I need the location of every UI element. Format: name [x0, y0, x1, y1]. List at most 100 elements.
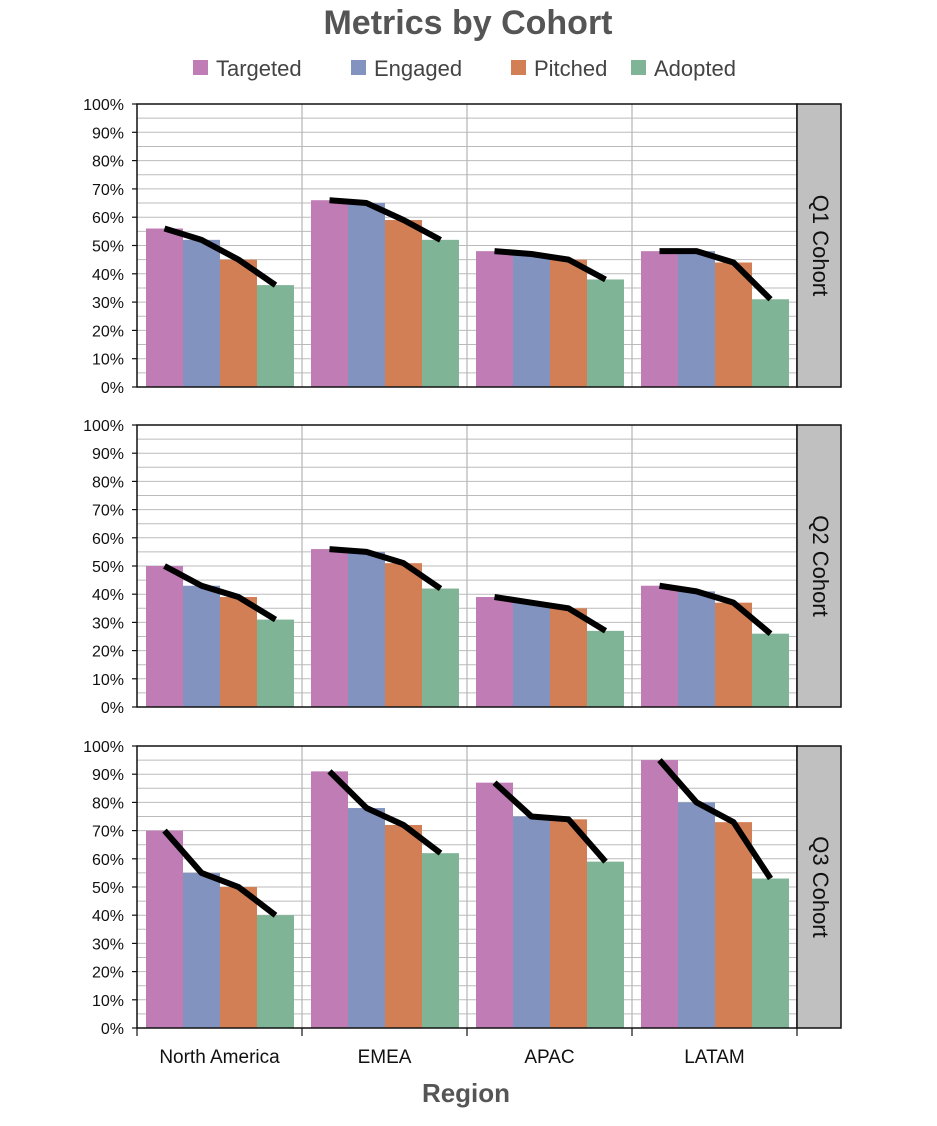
y-tick-label: 100% [83, 97, 124, 114]
bar-latam-adopted [752, 299, 789, 387]
y-tick-label: 30% [92, 295, 124, 312]
y-tick-label: 40% [92, 587, 124, 604]
bar-apac-targeted [476, 782, 513, 1028]
trend-line-north-america [162, 828, 278, 918]
bar-emea-engaged [348, 551, 385, 707]
y-tick-label: 50% [92, 559, 124, 576]
x-axis-categories: North America EMEA APAC LATAM [136, 1028, 798, 1068]
strip-q3-cohort [796, 745, 842, 1029]
bar-north-america-pitched [220, 887, 257, 1028]
x-tick-label-latam: LATAM [684, 1047, 745, 1068]
y-tick-label: 20% [92, 965, 124, 982]
bar-latam-pitched [715, 602, 752, 707]
bar-north-america-pitched [220, 259, 257, 387]
bar-latam-engaged [678, 591, 715, 707]
y-tick-label: 60% [92, 852, 124, 869]
y-tick-label: 80% [92, 154, 124, 171]
y-tick-label: 50% [92, 239, 124, 256]
bar-north-america-engaged [183, 239, 220, 387]
bar-apac-pitched [550, 259, 587, 387]
y-tick-label: 10% [92, 993, 124, 1010]
bar-latam-pitched [715, 822, 752, 1028]
bar-apac-targeted [476, 251, 513, 387]
legend-label-engaged: Engaged [374, 56, 462, 81]
y-tick-label: 90% [92, 446, 124, 463]
y-tick-label: 50% [92, 880, 124, 897]
panel-q3-cohort: 0% 10% 20% 30% 40% 50% 60% 70% 80% 90% 100% Q3 Coho… [83, 739, 842, 1038]
chart-title: Metrics by Cohort [323, 4, 612, 42]
y-tick-label: 30% [92, 936, 124, 953]
bar-north-america-targeted [146, 228, 183, 387]
x-tick-label-emea: EMEA [358, 1047, 412, 1068]
bar-emea-targeted [311, 771, 348, 1028]
y-tick-label: 70% [92, 503, 124, 520]
bar-latam-adopted [752, 633, 789, 707]
bar-north-america-adopted [257, 915, 294, 1028]
strip-label: Q1 Cohort [808, 195, 833, 297]
trend-line-emea [327, 769, 443, 856]
y-tick-label: 80% [92, 795, 124, 812]
panel-q1-cohort: 0% 10% 20% 30% 40% 50% 60% 70% 80% 90% 100% Q1 Coho… [83, 97, 842, 397]
y-tick-label: 10% [92, 672, 124, 689]
bar-emea-pitched [385, 563, 422, 707]
bar-emea-targeted [311, 549, 348, 707]
bar-apac-adopted [587, 630, 624, 707]
y-tick-label: 30% [92, 615, 124, 632]
trend-line-north-america [163, 225, 278, 288]
bar-latam-targeted [641, 585, 678, 707]
y-tick-label: 40% [92, 908, 124, 925]
bar-apac-engaged [513, 602, 550, 707]
y-tick-label: 60% [92, 531, 124, 548]
y-tick-label: 70% [92, 824, 124, 841]
bar-emea-engaged [348, 203, 385, 387]
y-tick-label: 100% [83, 739, 124, 756]
y-tick-label: 0% [101, 700, 124, 717]
y-tick-label: 80% [92, 474, 124, 491]
bar-latam-adopted [752, 878, 789, 1028]
y-tick-label: 20% [92, 644, 124, 661]
y-tick-label: 100% [83, 418, 124, 435]
bar-latam-engaged [678, 251, 715, 387]
bar-emea-pitched [385, 220, 422, 387]
bar-emea-adopted [422, 239, 459, 387]
bar-emea-engaged [348, 808, 385, 1028]
bar-latam-targeted [641, 760, 678, 1028]
bar-north-america-pitched [220, 597, 257, 707]
panels: 0% 10% 20% 30% 40% 50% 60% 70% 80% 90% 100% Q1 Coho… [83, 97, 842, 1038]
trend-line-apac [492, 780, 608, 864]
trend-line-emea [329, 197, 442, 243]
y-tick-label: 0% [101, 1021, 124, 1038]
bar-apac-pitched [550, 819, 587, 1028]
bar-apac-engaged [513, 253, 550, 387]
bar-latam-pitched [715, 262, 752, 387]
bar-north-america-engaged [183, 872, 220, 1028]
strip-q2-cohort [796, 424, 842, 708]
trend-line-emea [329, 546, 443, 592]
bar-apac-engaged [513, 816, 550, 1028]
bar-emea-adopted [422, 853, 459, 1028]
legend-label-adopted: Adopted [654, 56, 736, 81]
y-tick-label: 60% [92, 210, 124, 227]
x-tick-label-apac: APAC [524, 1047, 574, 1068]
trend-line-north-america [163, 563, 278, 623]
y-tick-label: 0% [101, 380, 124, 397]
y-tick-label: 70% [92, 182, 124, 199]
bar-north-america-adopted [257, 619, 294, 707]
trend-line-apac [494, 248, 607, 283]
y-tick-label: 20% [92, 323, 124, 340]
strip-q1-cohort [796, 103, 842, 388]
legend-swatch-pitched [511, 60, 526, 75]
bar-north-america-engaged [183, 585, 220, 707]
legend-swatch-engaged [351, 60, 366, 75]
legend: Targeted Engaged Pitched Adopted [193, 56, 736, 81]
bar-emea-adopted [422, 588, 459, 707]
trend-line-latam [657, 758, 774, 881]
bar-latam-targeted [641, 251, 678, 387]
strip-label: Q2 Cohort [808, 515, 833, 617]
y-tick-label: 90% [92, 767, 124, 784]
x-axis-title: Region [422, 1078, 510, 1108]
bar-emea-pitched [385, 824, 422, 1028]
legend-label-targeted: Targeted [216, 56, 302, 81]
legend-label-pitched: Pitched [534, 56, 607, 81]
